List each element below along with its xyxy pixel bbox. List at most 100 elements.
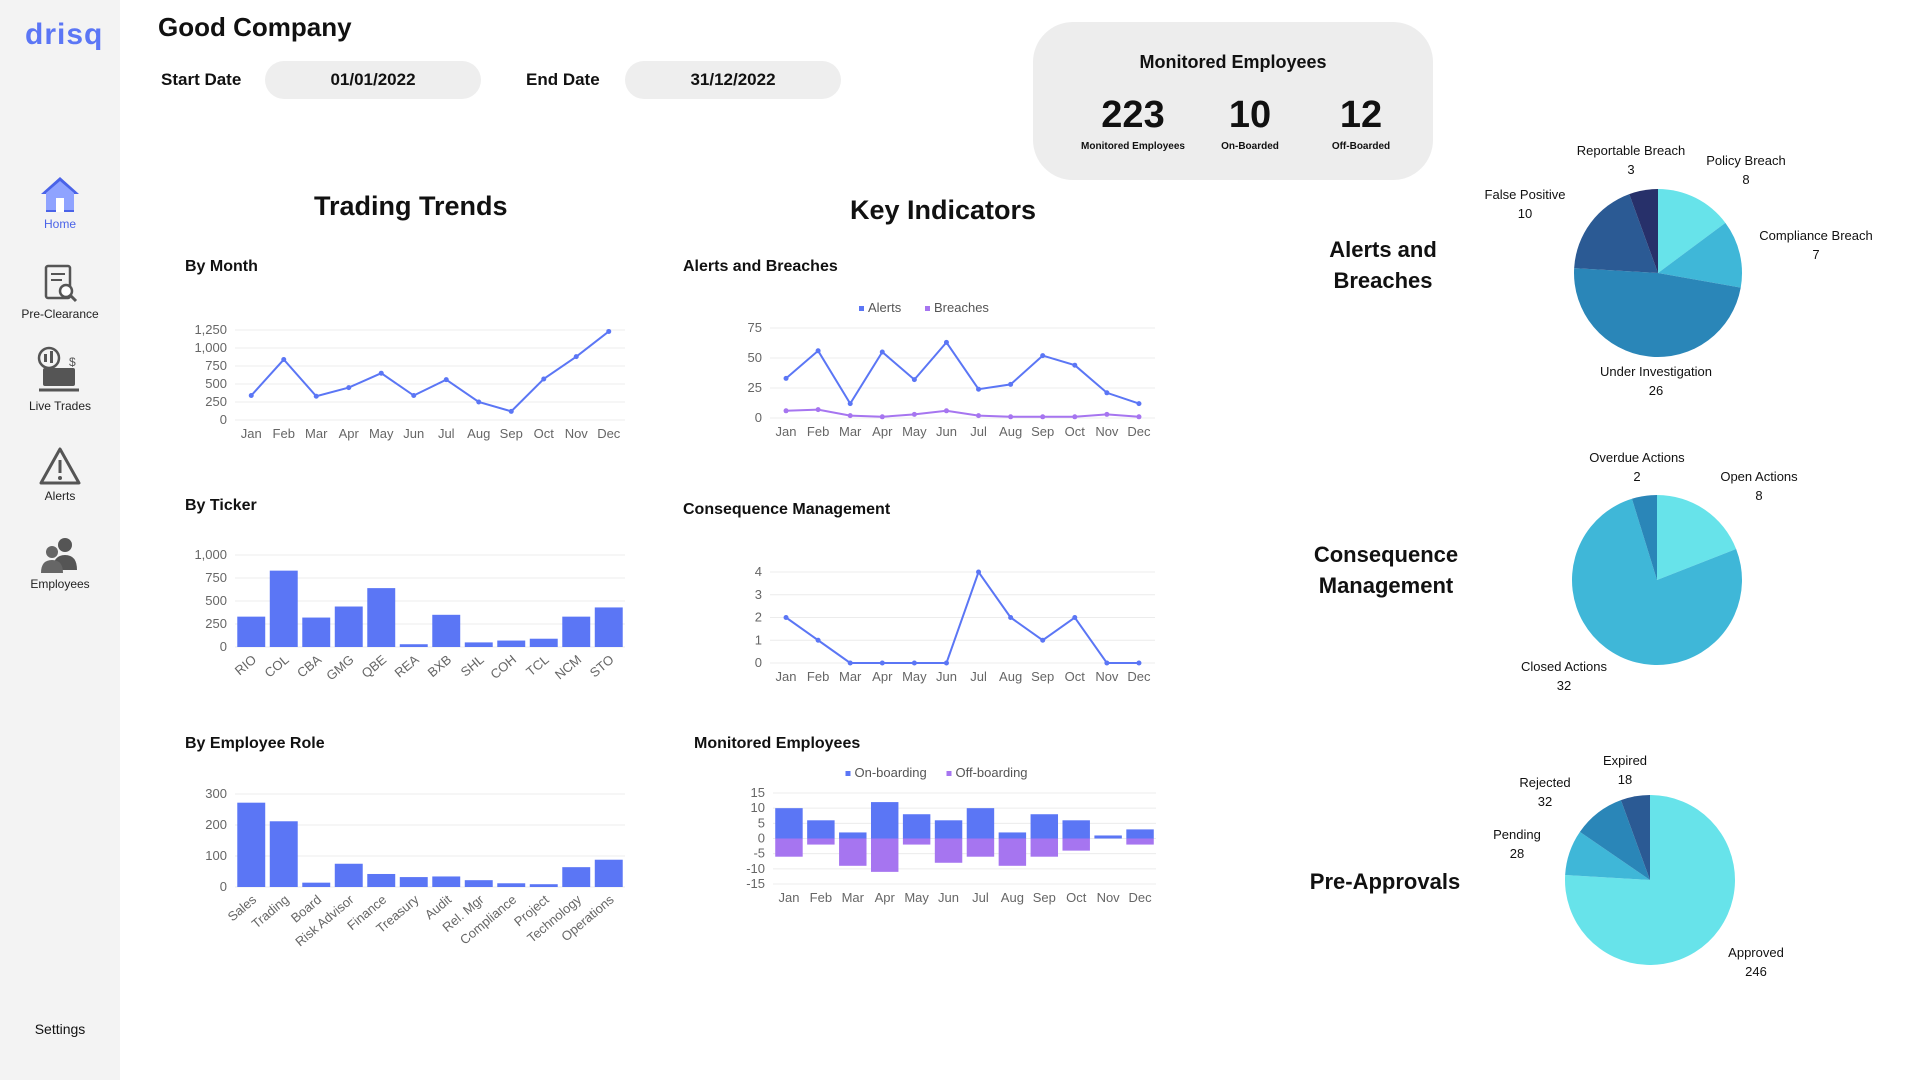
settings-link[interactable]: Settings (34, 1021, 86, 1037)
y-tick-label: 750 (205, 570, 227, 585)
y-tick-label: 750 (205, 358, 227, 373)
kpi-label: On-Boarded (1221, 141, 1279, 152)
document-search-icon (44, 264, 78, 303)
nav-item-live-trades[interactable]: $ Live Trades (0, 346, 120, 413)
y-tick-label: 200 (205, 817, 227, 832)
consequence-chart: 0 1 2 3 4 Jan Feb Mar Apr May Jun Jul Aug Sep Oct Nov De… (755, 564, 1155, 684)
pie-slice (1565, 831, 1650, 880)
pie-slice-value: 3 (1627, 162, 1634, 177)
nav-item-alerts[interactable]: Alerts (0, 446, 120, 503)
x-tick-label: CBA (294, 652, 324, 681)
x-tick-label: NCM (552, 652, 584, 683)
monitored-employees-card: Monitored Employees 223 Monitored Employ… (1033, 22, 1433, 180)
consequence-point (1104, 660, 1110, 666)
x-tick-label: Feb (810, 890, 832, 905)
month-point (476, 399, 482, 405)
x-tick-label: Sep (500, 426, 523, 441)
consequence-point (1040, 637, 1046, 643)
legend-label: Alerts (868, 300, 902, 315)
alerts-series-0-point (1008, 381, 1014, 387)
x-tick-label: REA (392, 652, 422, 681)
ticker-bar (237, 616, 266, 647)
monitored-series-0-bar (966, 808, 995, 839)
by-ticker-chart: 0 250 500 750 1,000 RIO COL CBA GMG QBE REA BXB SHL C… (194, 547, 625, 683)
start-date-input[interactable] (265, 61, 481, 99)
role-bar (367, 873, 396, 887)
x-tick-label: Feb (807, 424, 829, 439)
y-tick-label: -10 (746, 861, 765, 876)
consequence-point (1072, 615, 1078, 620)
pie-slice (1574, 268, 1741, 358)
key-indicators-title: Key Indicators (850, 195, 1037, 225)
pie-slice-value: 246 (1745, 964, 1767, 979)
alerts-series-1-point (1136, 414, 1142, 420)
monitored-series-0-bar (934, 820, 963, 839)
pie-slice-label: Overdue Actions (1589, 450, 1685, 465)
pie-slice-value: 28 (1510, 846, 1524, 861)
x-tick-label: Apr (875, 890, 896, 905)
monitored-series-1-bar (1126, 838, 1154, 845)
alerts-series-0-point (976, 386, 982, 392)
y-tick-label: 0 (755, 655, 762, 670)
legend-label: On-boarding (855, 765, 927, 780)
x-tick-label: Dec (1128, 890, 1152, 905)
alerts-series-0-point (815, 348, 821, 354)
month-point (313, 393, 319, 399)
y-tick-label: 1 (755, 632, 762, 647)
role-bar (302, 882, 331, 887)
company-name: Good Company (158, 12, 352, 42)
y-tick-label: 0 (220, 879, 227, 894)
trades-chart-icon: $ (37, 346, 79, 392)
x-tick-label: Nov (1095, 669, 1119, 684)
x-tick-label: SHL (458, 652, 487, 680)
y-tick-label: -15 (746, 876, 765, 891)
nav-label-live-trades: Live Trades (28, 399, 92, 413)
role-bar (529, 884, 558, 887)
drisq-logo: drisq (25, 18, 104, 51)
ticker-bar (367, 588, 396, 647)
end-date-input[interactable] (625, 61, 841, 99)
x-tick-label: TCL (523, 652, 551, 679)
monitored-series-0-bar (1126, 829, 1154, 839)
pie-slice-label: Expired (1603, 753, 1647, 768)
x-tick-label: Mar (842, 890, 865, 905)
consequence-point (1008, 615, 1014, 620)
month-line (250, 330, 610, 413)
legend-label: Off-boarding (956, 765, 1028, 780)
warning-icon (39, 447, 81, 485)
by-month-chart: 0 250 500 750 1,000 1,250 Jan Feb Mar Apr May Jun Ju… (194, 322, 625, 441)
alerts-series-1-point (1072, 414, 1078, 420)
pie-heading-alerts: Alerts and Breaches (1283, 234, 1483, 296)
role-bar (399, 877, 428, 887)
consequence-point (847, 660, 853, 666)
ticker-bar (497, 640, 526, 647)
chart-title-consequence: Consequence Management (683, 501, 891, 518)
ticker-bar (432, 614, 461, 647)
consequence-point (976, 569, 982, 575)
nav-item-pre-clearance[interactable]: Pre-Clearance (0, 264, 120, 321)
alerts-series-1-point (783, 408, 789, 414)
pie-slice-value: 32 (1538, 794, 1552, 809)
nav-item-employees[interactable]: Employees (0, 536, 120, 591)
alerts-series-1-point (911, 411, 917, 417)
y-tick-label: 3 (755, 587, 762, 602)
month-point (411, 393, 417, 399)
alerts-breaches-chart: Alerts Breaches 0 25 50 75 Jan Feb Mar Apr May Jun J… (748, 300, 1155, 439)
x-tick-label: Nov (565, 426, 589, 441)
pie-slice (1657, 495, 1737, 580)
pie-heading-line: Breaches (1333, 268, 1433, 293)
monitored-series-1-bar (966, 838, 995, 857)
alerts-series-0-point (847, 401, 853, 407)
monitored-series-0-bar (1062, 820, 1090, 839)
x-tick-label: Oct (1066, 890, 1087, 905)
x-tick-label: Feb (807, 669, 829, 684)
pie-slice-value: 7 (1812, 247, 1819, 262)
pie-slice-value: 2 (1633, 469, 1640, 484)
x-tick-label: Sep (1033, 890, 1056, 905)
x-tick-label: Nov (1097, 890, 1121, 905)
x-tick-label: Jul (972, 890, 989, 905)
role-bar (432, 876, 461, 887)
pie-slice (1658, 189, 1726, 273)
nav-item-home[interactable]: Home (0, 174, 120, 231)
month-point (541, 376, 547, 382)
